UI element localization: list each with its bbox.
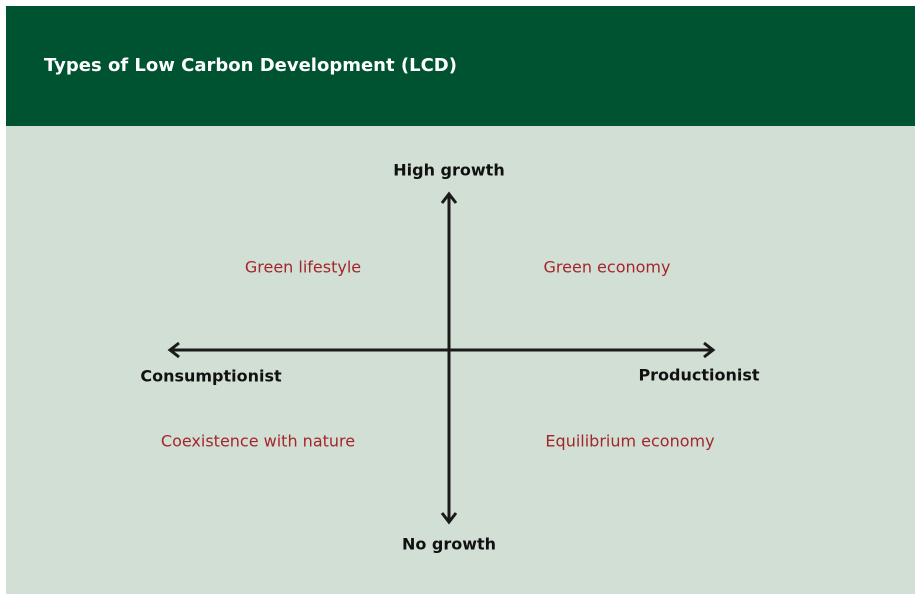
arrow-up xyxy=(440,191,458,204)
title: Types of Low Carbon Development (LCD) xyxy=(44,55,457,76)
quadrant-label: Equilibrium economy xyxy=(545,432,714,451)
quadrant-label: Coexistence with nature xyxy=(161,432,355,451)
arrow-down xyxy=(440,512,458,525)
axis-label-right: Productionist xyxy=(638,366,759,385)
axes xyxy=(167,191,716,525)
axis-label-left: Consumptionist xyxy=(140,367,282,386)
body-panel xyxy=(6,126,915,594)
header-band xyxy=(6,6,915,126)
quadrant-label: Green lifestyle xyxy=(245,258,361,277)
arrow-right xyxy=(703,341,716,359)
axis-label-bottom: No growth xyxy=(402,535,496,554)
axis-label-top: High growth xyxy=(393,161,504,180)
quadrant-label: Green economy xyxy=(544,258,671,277)
arrow-left xyxy=(167,341,180,359)
